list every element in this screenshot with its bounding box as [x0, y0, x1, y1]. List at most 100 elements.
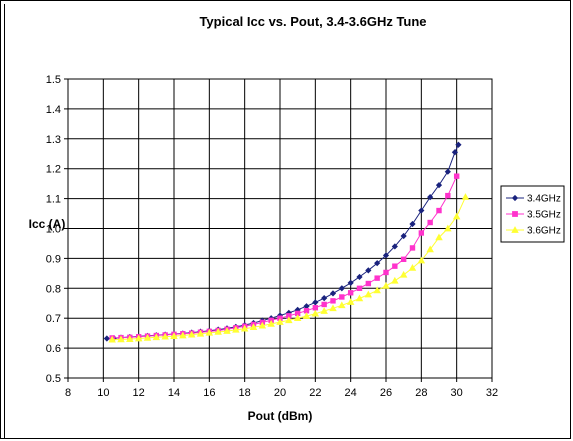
x-tick-label: 10 [97, 387, 109, 399]
data-point [382, 281, 390, 289]
data-point [179, 331, 187, 339]
x-tick-label: 32 [486, 387, 498, 399]
legend-swatch-marker [511, 226, 519, 233]
data-point [232, 325, 240, 333]
data-point [267, 319, 275, 327]
data-point [321, 295, 328, 302]
y-tick-label: 1.1 [46, 194, 61, 206]
legend-label: 3.4GHz [527, 194, 561, 205]
data-point [417, 256, 426, 264]
data-point [356, 285, 363, 292]
x-tick-label: 28 [415, 387, 427, 399]
data-point [346, 298, 355, 305]
data-point [436, 207, 442, 214]
data-point [108, 335, 116, 343]
series-3.4GHz [103, 141, 462, 342]
data-point [338, 285, 345, 292]
data-point [152, 333, 161, 341]
data-point [205, 328, 214, 336]
data-point [435, 182, 443, 189]
data-point [444, 168, 451, 175]
y-tick-label: 1.0 [46, 224, 61, 236]
data-point [382, 252, 390, 259]
data-point [400, 232, 407, 240]
x-tick-label: 12 [133, 387, 145, 399]
y-tick-label: 1.4 [46, 104, 61, 116]
data-point [223, 327, 231, 334]
data-point [170, 332, 178, 339]
data-point [329, 304, 337, 312]
data-point [330, 298, 336, 304]
data-point [426, 245, 434, 253]
series-line [112, 175, 458, 339]
data-point [365, 280, 372, 287]
data-point [400, 256, 407, 262]
y-tick-label: 0.9 [46, 253, 61, 265]
data-point [312, 299, 319, 306]
data-point [374, 260, 381, 267]
y-axis-label: Icc (A) [29, 217, 66, 231]
data-point [444, 224, 452, 232]
x-tick-label: 18 [239, 387, 251, 399]
y-tick-label: 1.3 [46, 134, 61, 146]
data-point [126, 335, 134, 342]
x-tick-label: 30 [451, 387, 463, 399]
data-point [453, 173, 460, 179]
x-tick-label: 14 [168, 387, 180, 399]
data-point [293, 314, 302, 322]
data-point [392, 263, 398, 269]
axis-ticks: 0.5 0.6 0.7 0.8 0.9 1.0 1.1 1.2 1.3 1.4 1.5 8 10 12 14… [46, 74, 498, 399]
legend-label: 3.6GHz [527, 226, 561, 237]
data-point [409, 245, 416, 251]
data-point [364, 290, 373, 298]
y-tick-label: 0.8 [46, 283, 61, 295]
legend-label: 3.5GHz [527, 210, 561, 221]
grid [67, 78, 493, 379]
data-point [409, 220, 416, 228]
data-point [418, 207, 425, 214]
data-point [240, 324, 249, 332]
x-tick-label: 8 [65, 387, 71, 399]
data-point [347, 279, 354, 287]
chart-inner-border [4, 4, 570, 438]
y-tick-label: 0.7 [46, 313, 61, 325]
data-point [143, 334, 152, 341]
x-tick-label: 26 [380, 387, 392, 399]
data-point [347, 290, 354, 296]
chart-title: Typical Icc vs. Pout, 3.4-3.6GHz Tune [199, 14, 426, 29]
data-point [373, 286, 381, 294]
data-point [408, 264, 417, 271]
data-point [365, 267, 372, 274]
data-point [452, 212, 461, 220]
x-tick-label: 16 [203, 387, 215, 399]
data-point [356, 273, 363, 281]
x-tick-label: 22 [309, 387, 321, 399]
legend: 3.4GHz 3.5GHz 3.6GHz [500, 185, 565, 243]
y-tick-label: 1.5 [46, 74, 61, 86]
data-point [214, 328, 222, 335]
data-point [134, 334, 143, 342]
data-point [103, 335, 110, 342]
data-point [427, 219, 433, 226]
data-point [311, 309, 320, 317]
y-tick-label: 0.5 [46, 373, 61, 385]
legend-swatch-marker [512, 211, 518, 217]
x-tick-label: 24 [345, 387, 357, 399]
y-tick-label: 1.2 [46, 164, 61, 176]
y-tick-label: 0.6 [46, 343, 61, 355]
data-point [374, 275, 380, 281]
data-point [355, 294, 364, 302]
data-point [258, 321, 267, 329]
data-point [383, 269, 389, 276]
data-point [285, 316, 293, 324]
data-point [455, 141, 462, 148]
data-point [276, 318, 284, 325]
x-tick-label: 20 [274, 387, 286, 399]
data-point [321, 301, 327, 308]
legend-swatch-marker [511, 194, 519, 202]
data-point [161, 332, 169, 340]
data-point [461, 193, 470, 200]
series-line [106, 144, 459, 339]
